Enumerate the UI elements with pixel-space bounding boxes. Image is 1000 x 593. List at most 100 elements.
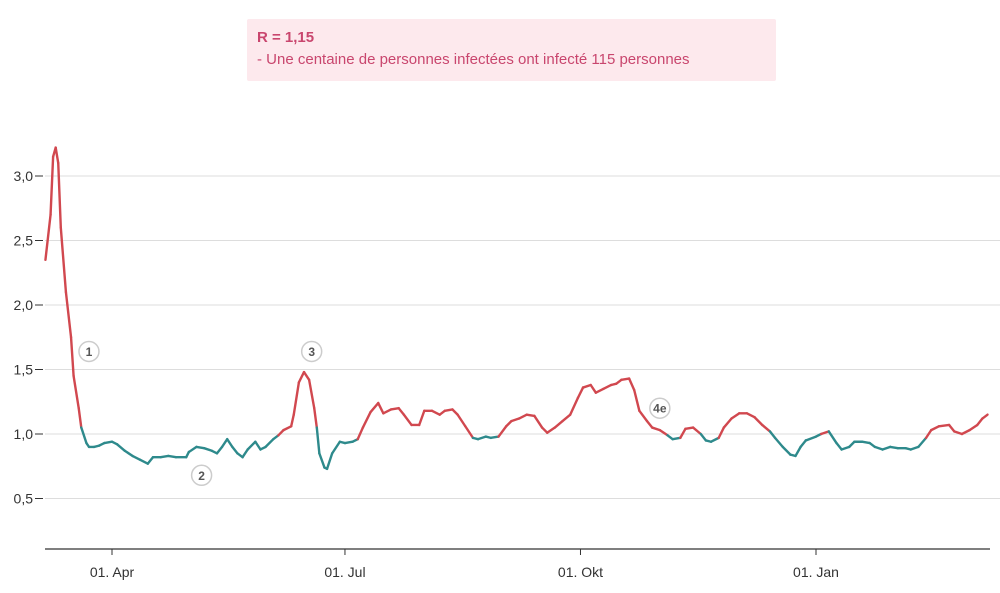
line-segment [638,409,649,423]
line-segment [753,416,764,427]
line-segment [730,412,741,420]
line-segment [968,423,979,432]
line-segment [947,423,956,433]
line-segment [389,407,400,411]
line-segment [848,440,856,449]
line-segment [937,423,951,428]
line-segment [691,426,702,436]
line-segment [325,452,334,471]
line-segment [953,430,964,436]
line-segment [658,428,669,437]
line-segment [220,437,229,449]
line-segment [517,413,528,420]
line-segment [80,426,88,445]
y-tick-label: 2,0 [14,297,34,313]
x-tick-label: 01. Jan [793,564,839,580]
line-segment [72,374,80,410]
line-segment [297,370,306,384]
line-segment [840,445,851,451]
line-segment [69,336,75,378]
line-segment [650,426,662,432]
line-segment [924,428,933,440]
line-segment [645,419,654,429]
line-segment [773,436,784,449]
line-segment [717,426,726,440]
line-segment [146,456,155,465]
line-segment [835,441,843,451]
line-segment [397,407,406,416]
line-segment [59,226,68,294]
line-segment [167,454,178,459]
line-segment [589,383,598,394]
line-segment [917,436,928,449]
y-tick-label: 3,0 [14,168,34,184]
line-segment [633,388,641,412]
tooltip-text: - Une centaine de personnes infectées on… [257,51,690,68]
line-segment [525,413,536,418]
line-segment [540,426,549,434]
line-segment [318,452,326,469]
line-segment [241,448,249,459]
annotation-marker [190,464,213,487]
line-segment [794,445,802,458]
y-tick-label: 2,5 [14,233,34,249]
line-segment [330,440,342,455]
line-segment [195,445,206,450]
line-segment [561,413,572,423]
line-segment [356,426,365,441]
line-segment [254,440,262,451]
line-segment [64,290,73,339]
line-segment [768,430,777,440]
line-segment [981,413,989,420]
x-tick-label: 01. Okt [558,564,603,580]
line-segment [873,445,884,451]
line-segment [402,413,413,427]
line-segment [489,435,500,440]
line-segment [430,409,441,416]
line-segment [246,440,257,451]
line-segment [960,428,971,436]
line-segment [292,381,301,416]
line-segment [464,425,475,440]
line-segment [313,407,318,429]
line-segment [215,445,224,455]
line-segment [307,378,316,410]
line-segment [569,396,580,416]
line-segment [930,425,941,432]
line-segment [761,423,772,433]
line-segment [138,458,150,465]
line-segment [44,213,52,262]
line-segment [576,386,585,400]
line-segment [451,408,459,416]
annotation-label: 2 [198,469,205,483]
line-segment [553,419,564,429]
line-segment [860,440,871,445]
line-segment [343,440,354,445]
line-segment [709,436,720,443]
y-tick-label: 0,5 [14,491,34,507]
line-segment [377,401,385,415]
line-segment [804,435,818,442]
line-segment [827,430,838,445]
line-segment [546,426,557,434]
line-segment [627,377,636,392]
annotation-label: 1 [86,345,93,359]
line-segment [369,401,380,414]
y-tick-label: 1,0 [14,426,34,442]
line-segment [699,432,708,442]
line-segment [889,445,900,450]
tooltip: R = 1,15 - Une centaine de personnes inf… [247,19,776,81]
line-segment [976,417,984,427]
line-segment [909,445,920,451]
line-segment [302,370,311,382]
annotation-label: 3 [308,345,315,359]
line-segment [443,408,454,412]
line-segment [881,445,892,451]
annotation-label: 4e [653,402,667,416]
y-tick-label: 1,5 [14,362,34,378]
line-segment [361,410,372,429]
line-segment [679,427,687,440]
line-segment [290,413,295,428]
